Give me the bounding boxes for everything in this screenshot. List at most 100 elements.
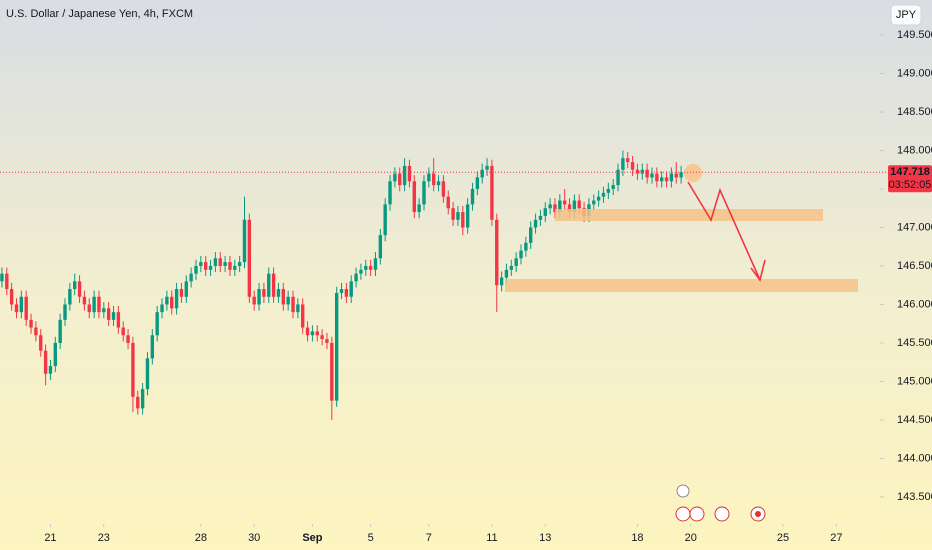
candle-body [189, 273, 193, 282]
candle-body [276, 289, 281, 297]
forecast-arrow [687, 181, 761, 281]
y-tick-label: 148.500 [897, 106, 932, 118]
candle-body [398, 173, 402, 186]
event-icon[interactable] [689, 506, 705, 522]
candle-body [368, 265, 373, 270]
candle-body [19, 296, 24, 313]
resistance-zone [555, 209, 823, 221]
candle-body [257, 289, 261, 305]
candle-body [456, 212, 460, 220]
candle-body [344, 289, 349, 297]
candle-body [490, 165, 494, 220]
candle-body [330, 342, 334, 401]
price-label: 147.718 [890, 166, 930, 178]
candle-body [427, 173, 431, 182]
x-tick-label: 11 [486, 532, 497, 544]
candle-body [354, 273, 358, 282]
candle-body [475, 177, 480, 189]
candle-body [34, 327, 38, 336]
price-marker [888, 165, 932, 193]
candle-body [499, 277, 504, 286]
candle-body [529, 227, 533, 243]
candle-body [626, 158, 630, 163]
candle-body [24, 296, 28, 320]
candle-body [39, 335, 43, 351]
candle-body [533, 219, 538, 228]
candle-body [5, 273, 9, 290]
candle-body [97, 296, 101, 313]
currency-button[interactable] [890, 4, 922, 26]
candle-body [179, 289, 184, 297]
candle-body [635, 169, 640, 174]
candle-body [208, 265, 213, 270]
candle-body [349, 281, 353, 297]
candle-body [305, 327, 310, 336]
candle-body [339, 289, 344, 293]
y-tick-label: 144.000 [897, 452, 932, 464]
candle-body [431, 173, 436, 186]
x-tick-label: 30 [248, 532, 260, 544]
candle-body [271, 273, 276, 297]
candle-body [58, 319, 62, 343]
event-icon[interactable] [675, 506, 691, 522]
candle-body [567, 204, 572, 213]
y-tick-label: 146.500 [897, 260, 932, 272]
candle-body [451, 208, 455, 220]
candle-body [155, 312, 159, 336]
candle-body [519, 250, 523, 259]
candle-body [136, 396, 140, 409]
x-tick-label: 5 [368, 532, 374, 544]
arrow-head [750, 259, 766, 282]
candle-body [621, 158, 625, 170]
candle-body [145, 358, 150, 390]
event-icon[interactable] [714, 506, 730, 522]
x-tick-label: 7 [426, 532, 432, 544]
candle-body [140, 389, 145, 409]
candle-body [228, 262, 232, 270]
candle-body [514, 258, 518, 266]
candle-body [461, 212, 465, 228]
candle-body [664, 177, 669, 182]
candle-body [126, 335, 130, 343]
plot-area: 143.500 144.000 144.500 145.000 145.500 146.0… [0, 29, 932, 544]
candle-body [174, 289, 179, 309]
candle-body [150, 335, 155, 359]
candle-body [640, 169, 644, 174]
candle-body [73, 281, 77, 290]
y-tick-label: 144.500 [897, 414, 932, 426]
candle-body [480, 169, 484, 178]
candle-body [301, 304, 305, 328]
candle-body [378, 235, 383, 259]
candle-body [650, 173, 654, 178]
candle-body [194, 265, 198, 274]
candle-body [116, 312, 121, 328]
candle-body [679, 172, 683, 178]
candle-body [218, 258, 222, 266]
candle-body [0, 273, 4, 282]
candle-body [558, 200, 562, 213]
candle-body [102, 308, 106, 313]
candle-body [655, 173, 659, 182]
candle-body [364, 265, 368, 270]
candle-body [267, 273, 271, 297]
candle-body [68, 289, 72, 305]
candle-body [596, 196, 601, 201]
x-tick-label: 13 [539, 532, 551, 544]
candle-body [121, 327, 125, 336]
candle-body [184, 281, 188, 297]
candle-body [48, 366, 53, 374]
candle-body [310, 331, 315, 336]
event-icon[interactable] [676, 484, 690, 498]
candle-body [572, 200, 577, 213]
candle-body [645, 169, 649, 178]
candle-body [82, 296, 87, 305]
candle-body [9, 289, 14, 305]
candle-body [247, 219, 252, 297]
candle-body [465, 204, 470, 228]
candle-body [383, 204, 387, 236]
candle-body [252, 296, 256, 305]
candle-body [165, 296, 169, 305]
candle-body [441, 181, 446, 197]
